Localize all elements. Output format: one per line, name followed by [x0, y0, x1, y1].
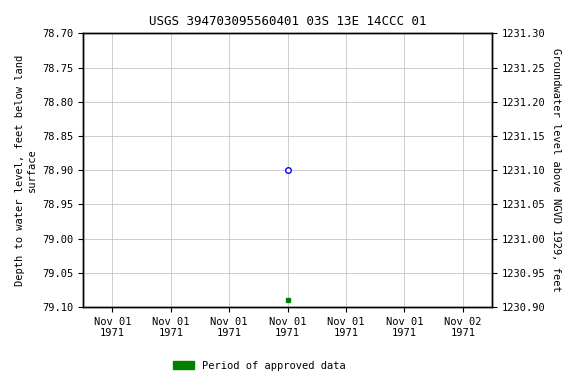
Title: USGS 394703095560401 03S 13E 14CCC 01: USGS 394703095560401 03S 13E 14CCC 01 — [149, 15, 426, 28]
Y-axis label: Groundwater level above NGVD 1929, feet: Groundwater level above NGVD 1929, feet — [551, 48, 561, 292]
Y-axis label: Depth to water level, feet below land
surface: Depth to water level, feet below land su… — [15, 55, 37, 286]
Legend: Period of approved data: Period of approved data — [169, 357, 350, 375]
